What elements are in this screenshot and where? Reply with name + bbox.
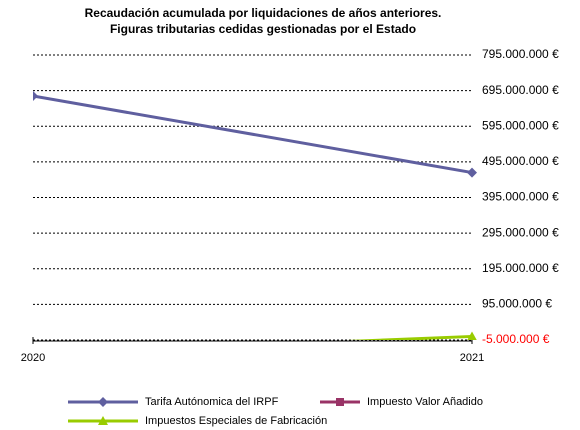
legend-label: Impuestos Especiales de Fabricación bbox=[145, 415, 327, 427]
y-tick-label: 795.000.000 € bbox=[482, 47, 559, 61]
marker bbox=[98, 416, 108, 425]
marker bbox=[33, 90, 38, 101]
x-tick-label: 2020 bbox=[21, 352, 45, 364]
marker bbox=[336, 398, 344, 406]
y-tick-label: 495.000.000 € bbox=[482, 154, 559, 168]
marker bbox=[467, 167, 477, 178]
chart-subtitle: Figuras tributarias cedidas gestionadas … bbox=[110, 22, 416, 36]
y-tick-label: 95.000.000 € bbox=[482, 297, 552, 311]
marker bbox=[98, 397, 108, 407]
y-tick-label: 595.000.000 € bbox=[482, 118, 559, 132]
chart-title: Recaudación acumulada por liquidaciones … bbox=[85, 6, 442, 20]
y-tick-label: -5.000.000 € bbox=[482, 332, 550, 346]
legend-label: Tarifa Autónomica del IRPF bbox=[145, 396, 279, 408]
legend-label: Impuesto Valor Añadido bbox=[367, 396, 483, 408]
y-tick-label: 295.000.000 € bbox=[482, 225, 559, 239]
series-line bbox=[33, 94, 473, 175]
y-tick-label: 395.000.000 € bbox=[482, 190, 559, 204]
y-tick-label: 695.000.000 € bbox=[482, 83, 559, 97]
x-tick-label: 2021 bbox=[460, 352, 484, 364]
series-line bbox=[347, 334, 473, 340]
plot-area bbox=[33, 90, 477, 340]
y-tick-label: 195.000.000 € bbox=[482, 261, 559, 275]
marker bbox=[467, 331, 477, 340]
